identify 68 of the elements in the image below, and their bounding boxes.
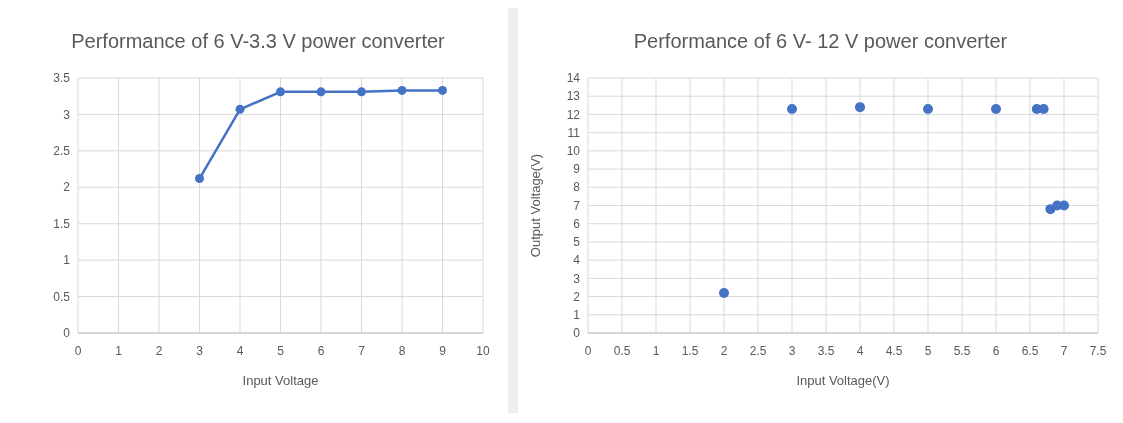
y-tick-label: 11 (567, 125, 581, 140)
x-tick-label: 2.5 (749, 344, 767, 358)
point (923, 103, 933, 114)
x-tick-label: 9 (439, 344, 447, 358)
y-tick-label: 2 (63, 180, 71, 195)
x-tick-label: 6.5 (1021, 344, 1039, 358)
point (787, 103, 797, 114)
y-tick-label: 13 (566, 89, 581, 104)
y-tick-label: 8 (573, 180, 581, 195)
x-tick-label: 2 (720, 344, 728, 358)
y-tick-label: 6 (573, 216, 581, 231)
y-tick-label: 10 (566, 144, 581, 159)
x-tick-label: 4 (856, 344, 864, 358)
chart-title: Performance of 6 V-3.3 V power converter (71, 30, 446, 52)
y-tick-label: 14 (566, 71, 581, 86)
y-tick-label: 2 (573, 289, 581, 304)
x-tick-label: 8 (398, 344, 406, 358)
x-tick-label: 7 (1060, 344, 1068, 358)
x-tick-label: 7 (358, 344, 366, 358)
y-tick-label: 0.5 (53, 289, 71, 304)
y-tick-label: 1 (573, 307, 581, 322)
x-tick-label: 10 (476, 344, 490, 358)
x-tick-label: 4.5 (885, 344, 903, 358)
point (855, 102, 865, 113)
x-tick-label: 5 (924, 344, 932, 358)
y-tick-label: 12 (566, 107, 581, 122)
chart-title: Performance of 6 V- 12 V power converter (633, 30, 1008, 52)
y-tick-label: 3 (573, 271, 581, 286)
point (438, 85, 447, 95)
x-tick-label: 7.5 (1089, 344, 1107, 358)
x-tick-label: 1 (652, 344, 660, 358)
y-tick-label: 9 (573, 162, 581, 177)
point (1059, 200, 1069, 211)
y-tick-label: 2.5 (53, 144, 71, 159)
y-tick-label: 7 (573, 198, 581, 213)
y-tick-label: 3 (63, 107, 71, 122)
y-tick-label: 1 (63, 253, 71, 268)
x-tick-label: 1.5 (681, 344, 699, 358)
x-tick-label: 3.5 (817, 344, 835, 358)
point (316, 87, 326, 97)
x-axis-title: Input Voltage (242, 373, 319, 388)
point (195, 174, 204, 184)
y-tick-label: 4 (573, 253, 581, 268)
x-tick-label: 6 (992, 344, 1000, 358)
x-tick-label: 3 (196, 344, 204, 358)
x-tick-label: 1 (115, 344, 123, 358)
y-tick-label: 0 (573, 326, 581, 341)
y-axis-title: Output Voltage(V) (528, 153, 543, 258)
point (357, 87, 366, 97)
point (719, 287, 729, 298)
x-tick-label: 3 (788, 344, 796, 358)
x-tick-label: 0 (74, 344, 82, 358)
point (991, 103, 1001, 114)
x-tick-label: 5.5 (953, 344, 971, 358)
x-axis-title: Input Voltage(V) (796, 373, 890, 388)
point (276, 87, 285, 97)
y-tick-label: 3.5 (53, 71, 71, 86)
y-tick-label: 5 (573, 235, 581, 250)
x-tick-label: 0 (584, 344, 592, 358)
x-tick-label: 5 (277, 344, 285, 358)
y-tick-label: 1.5 (53, 216, 71, 231)
x-tick-label: 0.5 (613, 344, 631, 358)
x-tick-label: 4 (236, 344, 244, 358)
x-tick-label: 6 (317, 344, 325, 358)
x-tick-label: 2 (155, 344, 163, 358)
point (397, 85, 407, 95)
y-tick-label: 0 (63, 326, 71, 341)
point (235, 104, 245, 114)
